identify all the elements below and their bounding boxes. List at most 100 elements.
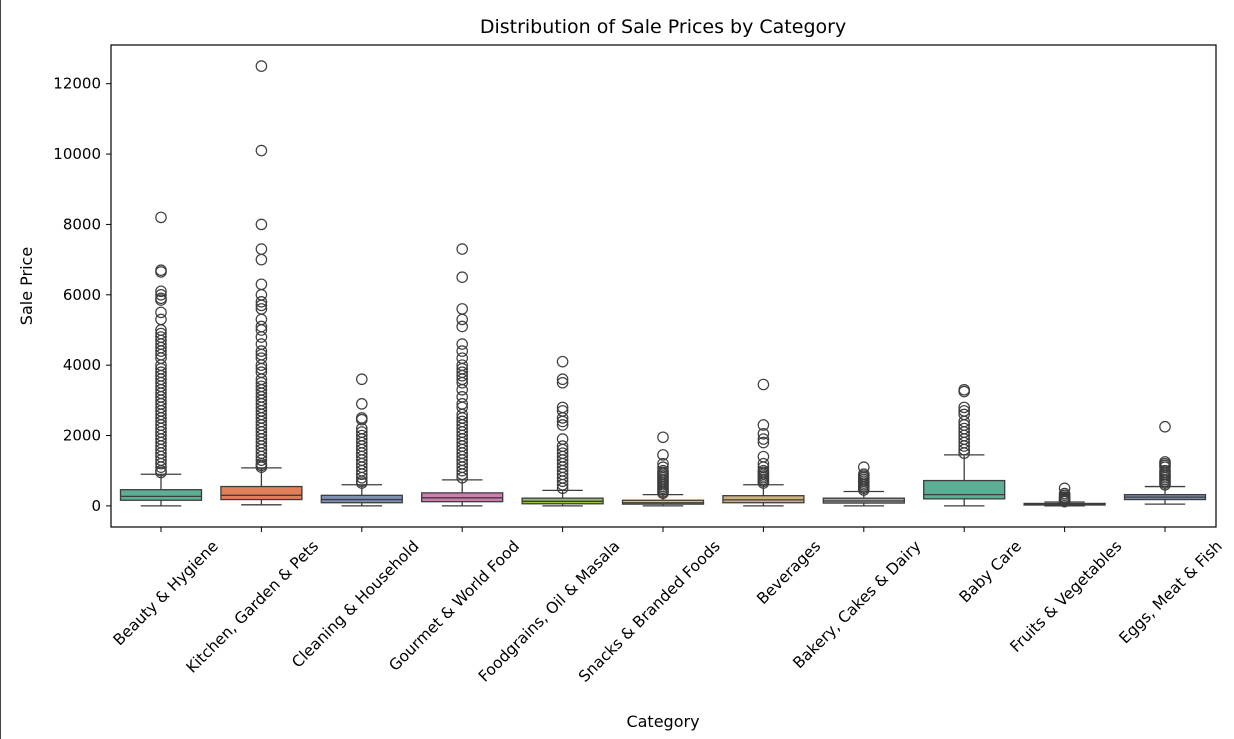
- box-9: [923, 383, 1006, 507]
- outlier-point: [456, 471, 468, 484]
- x-tick-label: Fruits & Vegetables: [1007, 537, 1126, 656]
- outlier-point: [155, 461, 167, 473]
- outlier-point: [657, 487, 669, 500]
- box-7: [722, 378, 805, 507]
- outlier-point: [757, 477, 770, 489]
- box-5: [521, 355, 604, 507]
- outlier-point: [556, 412, 569, 424]
- x-tick-label: Baby Care: [956, 537, 1025, 606]
- outlier-point: [456, 383, 468, 396]
- outlier-point: [355, 413, 368, 426]
- outlier-point: [556, 419, 569, 431]
- y-tick-label: 4000: [63, 356, 101, 374]
- outlier-point: [355, 468, 368, 481]
- box-6: [621, 431, 705, 507]
- outlier-point: [456, 271, 468, 284]
- outlier-point: [456, 313, 468, 326]
- outlier-point: [155, 294, 167, 306]
- outlier-point: [456, 464, 468, 477]
- outlier-point: [556, 415, 569, 428]
- outlier-point: [155, 211, 167, 224]
- outlier-point: [456, 376, 468, 389]
- y-axis-label: Sale Price: [17, 247, 36, 325]
- y-tick-label: 12000: [53, 75, 101, 93]
- outlier-point: [757, 433, 770, 445]
- x-tick-label: Eggs, Meat & Fish: [1116, 537, 1226, 647]
- y-tick-label: 8000: [63, 215, 101, 233]
- box-8: [822, 461, 905, 507]
- outlier-point: [255, 299, 268, 312]
- y-tick-label: 0: [91, 497, 101, 515]
- outlier-point: [456, 468, 468, 481]
- outlier-point: [857, 484, 870, 496]
- outlier-point: [155, 306, 167, 319]
- outlier-point: [456, 369, 468, 382]
- outlier-point: [556, 478, 569, 491]
- y-axis: 0 2000 4000 6000 8000 10000 12000: [53, 75, 111, 515]
- box-10: [1023, 482, 1106, 508]
- outlier-point: [255, 454, 268, 466]
- outlier-point: [958, 440, 970, 452]
- plot-frame: [110, 44, 1217, 528]
- outlier-point: [155, 313, 167, 326]
- outlier-point: [456, 338, 468, 350]
- outlier-point: [255, 144, 268, 157]
- outlier-point: [456, 303, 468, 315]
- outlier-point: [255, 359, 268, 371]
- outlier-point: [155, 288, 167, 301]
- chart-title: Distribution of Sale Prices by Category: [480, 16, 846, 38]
- outlier-point: [1159, 478, 1171, 491]
- x-axis-label: Category: [626, 712, 699, 731]
- outlier-point: [255, 253, 268, 266]
- plot-content: [119, 60, 1207, 508]
- outlier-point: [155, 285, 167, 298]
- outlier-point: [556, 482, 569, 495]
- y-tick-label: 6000: [63, 286, 101, 304]
- outlier-point: [757, 427, 770, 440]
- outlier-point: [355, 398, 368, 410]
- iqr-box: [220, 485, 303, 501]
- iqr-box: [722, 495, 805, 504]
- outlier-point: [556, 475, 569, 488]
- outlier-point: [958, 401, 970, 414]
- outlier-point: [757, 378, 770, 391]
- iqr-box: [119, 489, 203, 501]
- outlier-point: [1159, 420, 1171, 433]
- y-tick-label: 10000: [53, 145, 101, 163]
- outlier-point: [958, 443, 970, 456]
- box-11: [1123, 420, 1207, 505]
- window-edge-line: [0, 0, 1, 739]
- outlier-point: [255, 296, 268, 308]
- outlier-point: [456, 345, 468, 357]
- outlier-point: [255, 324, 268, 336]
- outlier-point: [657, 431, 669, 444]
- iqr-box: [923, 479, 1006, 500]
- x-tick-label: Beverages: [753, 537, 824, 608]
- outlier-point: [255, 60, 268, 72]
- outlier-point: [155, 457, 167, 470]
- x-tick-label: Beauty & Hygiene: [110, 537, 222, 649]
- outlier-point: [757, 419, 770, 431]
- outlier-point: [355, 477, 368, 489]
- outlier-point: [657, 449, 669, 461]
- outlier-point: [355, 471, 368, 484]
- outlier-point: [958, 385, 970, 398]
- outlier-point: [255, 331, 268, 343]
- outlier-point: [556, 373, 569, 386]
- outlier-point: [255, 278, 268, 291]
- outlier-point: [155, 345, 167, 357]
- outlier-point: [456, 320, 468, 333]
- outlier-point: [556, 376, 569, 389]
- outlier-point: [355, 373, 368, 386]
- outlier-point: [155, 266, 167, 278]
- outlier-point: [155, 466, 167, 479]
- y-tick-label: 2000: [63, 427, 101, 445]
- outlier-point: [255, 461, 268, 473]
- outlier-point: [958, 447, 970, 459]
- outlier-point: [757, 436, 770, 449]
- box-2: [220, 60, 303, 506]
- outlier-point: [556, 355, 569, 368]
- outlier-point: [255, 345, 268, 357]
